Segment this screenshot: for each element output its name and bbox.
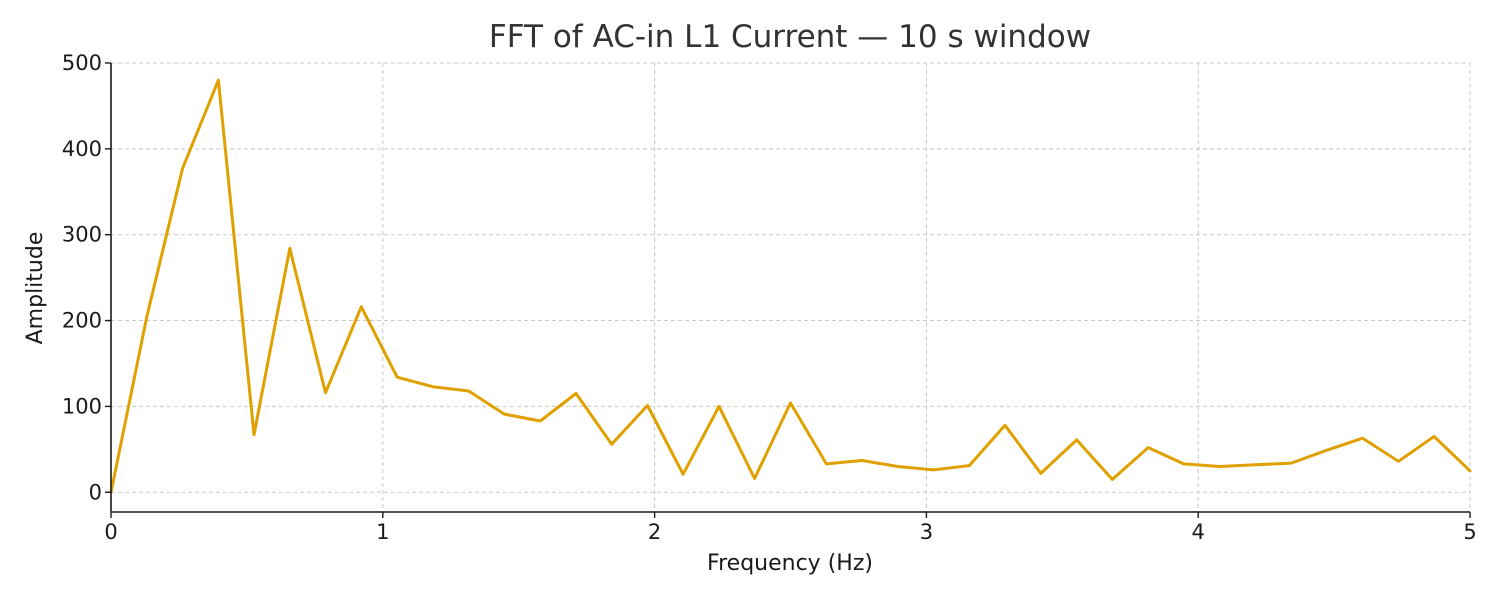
y-tick-label: 100 [62, 394, 102, 418]
x-tick-label: 0 [104, 520, 117, 544]
data-point [360, 305, 363, 308]
data-point [896, 465, 900, 468]
data-point [1003, 424, 1007, 427]
data-point [467, 389, 470, 393]
y-tick-label: 400 [62, 137, 102, 161]
data-point [539, 419, 542, 423]
series-layer [109, 78, 1472, 494]
grid [110, 62, 1471, 512]
axes [110, 63, 1470, 513]
y-axis-label: Amplitude [23, 232, 48, 345]
x-tick-label: 4 [1192, 520, 1205, 544]
x-tick-label: 1 [376, 520, 389, 544]
data-point [431, 385, 434, 388]
y-ticks: 0 100 200 300 400 500 [62, 51, 111, 504]
data-point [574, 392, 578, 395]
data-point [1397, 460, 1400, 463]
data-point [753, 477, 756, 480]
data-point [1254, 463, 1257, 466]
data-point [1218, 465, 1221, 468]
y-tick-label: 500 [62, 51, 102, 75]
x-tick-label: 2 [648, 520, 661, 544]
data-point [324, 391, 327, 394]
data-point [1075, 438, 1078, 442]
x-tick-label: 5 [1463, 520, 1476, 544]
data-point [396, 376, 399, 379]
data-point [252, 433, 256, 436]
y-tick-label: 0 [89, 480, 102, 504]
data-point [1147, 446, 1150, 449]
data-point [789, 401, 792, 405]
data-point [145, 315, 149, 318]
x-ticks: 0 1 2 3 4 5 [104, 512, 1477, 544]
data-point [1361, 437, 1364, 440]
data-point [860, 459, 864, 462]
data-point [503, 412, 506, 416]
data-point [1039, 472, 1043, 475]
data-point [717, 405, 721, 408]
chart-title: FFT of AC-in L1 Current — 10 s window [489, 19, 1091, 55]
data-point [181, 167, 184, 170]
data-point [1290, 461, 1293, 465]
y-tick-label: 300 [62, 223, 102, 247]
data-point [646, 404, 649, 407]
data-point [1325, 449, 1329, 452]
data-point [1468, 469, 1472, 472]
x-tick-label: 3 [920, 520, 933, 544]
data-point [1111, 478, 1114, 481]
series-line-0 [109, 78, 1472, 494]
data-point [932, 468, 935, 472]
data-point [217, 79, 220, 82]
x-axis-label: Frequency (Hz) [707, 551, 873, 576]
data-point [1432, 435, 1436, 438]
data-point [681, 473, 685, 476]
data-point [825, 462, 828, 466]
data-point [610, 443, 613, 446]
data-point [968, 464, 971, 467]
y-tick-label: 200 [62, 309, 102, 333]
data-point [288, 247, 291, 250]
data-point [1182, 462, 1186, 466]
